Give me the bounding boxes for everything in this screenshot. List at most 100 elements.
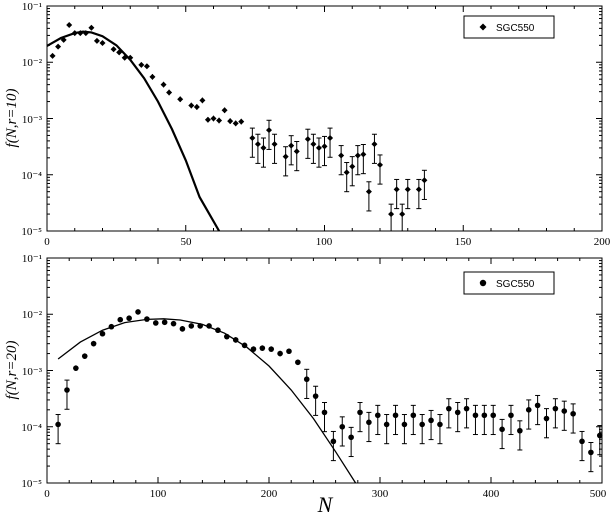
- marker-circle: [490, 412, 497, 419]
- marker-diamond: [293, 148, 300, 155]
- chart-top: 0 50 100 150 200 10⁻¹ 10⁻² 10⁻³ 10⁻⁴ 10⁻…: [4, 1, 611, 248]
- marker-circle: [64, 387, 70, 393]
- data-point: [310, 133, 317, 164]
- marker-circle: [170, 320, 177, 327]
- marker-circle: [126, 315, 132, 322]
- data-point: [144, 316, 150, 322]
- data-point: [268, 346, 275, 352]
- marker-diamond: [288, 142, 295, 149]
- data-point: [315, 137, 322, 168]
- y-axis-title-top: f(N,r=10): [4, 89, 20, 148]
- marker-circle: [383, 421, 390, 428]
- marker-circle: [321, 409, 328, 416]
- legend-bottom: SGC550: [463, 271, 555, 295]
- data-point: [99, 330, 106, 337]
- marker-diamond: [421, 177, 428, 184]
- data-point: [392, 404, 399, 436]
- data-point: [266, 119, 272, 150]
- data-point: [149, 73, 156, 80]
- data-point: [321, 401, 328, 433]
- marker-circle: [161, 319, 168, 326]
- marker-circle: [454, 409, 461, 416]
- marker-circle: [303, 376, 310, 383]
- data-point: [161, 319, 168, 326]
- data-point: [349, 156, 356, 187]
- data-point: [393, 178, 400, 210]
- marker-circle: [268, 346, 275, 352]
- marker-circle: [463, 405, 470, 412]
- legend-label-bottom: SGC550: [496, 279, 535, 290]
- data-point: [254, 133, 261, 164]
- data-point: [232, 337, 239, 343]
- y-tick-label: 10⁻³: [22, 114, 43, 126]
- marker-diamond: [349, 163, 356, 170]
- data-point: [357, 401, 363, 433]
- marker-circle: [179, 326, 186, 332]
- marker-circle: [277, 350, 283, 357]
- marker-circle: [144, 316, 150, 322]
- legend-label-top: SGC550: [496, 23, 535, 34]
- data-point: [295, 359, 301, 366]
- marker-diamond: [99, 39, 106, 46]
- data-points-bottom: [55, 309, 603, 473]
- marker-circle: [437, 421, 443, 428]
- x-axis-title: N: [317, 492, 334, 515]
- data-point: [338, 145, 345, 176]
- marker-diamond: [71, 30, 78, 37]
- data-point: [166, 89, 173, 96]
- data-point: [241, 342, 248, 349]
- data-point: [64, 379, 70, 410]
- data-point: [321, 135, 328, 167]
- data-point: [249, 127, 256, 158]
- marker-circle: [135, 309, 141, 315]
- data-point: [366, 411, 372, 443]
- y-tick-label: 10⁻¹: [22, 1, 42, 13]
- marker-diamond: [188, 102, 195, 109]
- marker-circle: [525, 407, 532, 413]
- marker-diamond: [199, 97, 206, 104]
- data-point: [454, 401, 461, 433]
- data-point: [135, 309, 141, 315]
- x-tick-label: 0: [44, 488, 50, 500]
- marker-circle: [55, 421, 61, 428]
- data-point: [303, 368, 310, 399]
- marker-diamond: [304, 136, 311, 143]
- marker-diamond: [177, 96, 184, 103]
- marker-circle: [90, 340, 97, 347]
- data-point: [415, 178, 422, 210]
- marker-circle: [579, 438, 585, 445]
- y-tick-label: 10⁻⁵: [21, 226, 42, 238]
- data-point: [81, 353, 88, 359]
- data-point: [77, 30, 84, 37]
- marker-diamond: [399, 211, 406, 218]
- marker-diamond: [338, 152, 345, 159]
- marker-diamond: [388, 211, 395, 218]
- marker-circle: [366, 419, 372, 426]
- marker-diamond: [66, 21, 73, 28]
- data-point: [339, 416, 346, 447]
- fit-curve-bottom: [57, 318, 357, 484]
- ticks-bottom: [46, 257, 603, 484]
- marker-diamond: [249, 135, 256, 142]
- marker-diamond: [404, 186, 411, 193]
- x-tick-label: 100: [150, 488, 167, 500]
- data-point: [282, 146, 289, 177]
- x-tick-label: 300: [372, 488, 389, 500]
- fit-curve: [57, 318, 357, 484]
- marker-diamond: [343, 169, 350, 176]
- fit-curve-top: [46, 30, 221, 232]
- data-point: [143, 63, 150, 70]
- marker-diamond: [116, 49, 123, 56]
- marker-circle: [108, 323, 115, 330]
- marker-diamond: [127, 54, 134, 61]
- data-point: [170, 320, 177, 327]
- marker-diamond: [227, 118, 234, 125]
- data-point: [365, 181, 372, 212]
- marker-circle: [188, 323, 195, 329]
- data-point: [552, 398, 559, 429]
- plot-frame-top: [46, 5, 603, 232]
- data-point: [221, 107, 228, 114]
- marker-diamond: [365, 188, 372, 195]
- data-point: [108, 323, 115, 330]
- marker-circle: [357, 409, 363, 416]
